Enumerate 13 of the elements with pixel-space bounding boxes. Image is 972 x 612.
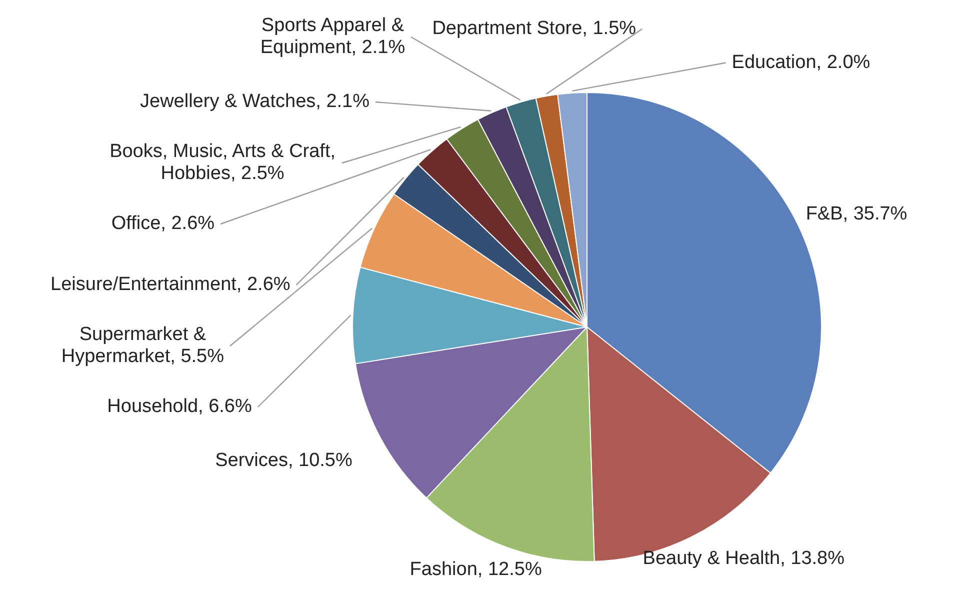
slice-label: Fashion, 12.5% [410,558,542,580]
slice-label: Books, Music, Arts & Craft, Hobbies, 2.5% [110,141,336,184]
slice-label: Beauty & Health, 13.8% [642,548,845,570]
slice-label: Supermarket & Hypermarket, 5.5% [61,324,224,368]
slice-label: Sports Apparel & Equipment, 2.1% [260,15,406,58]
slice-label: Office, 2.6% [111,213,215,234]
slice-label: F&B, 35.7% [806,204,908,225]
slice-label: Services, 10.5% [215,450,352,471]
slice-label: Household, 6.6% [107,396,252,418]
slice-label: Jewellery & Watches, 2.1% [140,91,370,112]
slice-label: Leisure/Entertainment, 2.6% [50,274,290,296]
slice-label: Department Store, 1.5% [432,18,636,40]
slice-label: Education, 2.0% [732,52,870,74]
